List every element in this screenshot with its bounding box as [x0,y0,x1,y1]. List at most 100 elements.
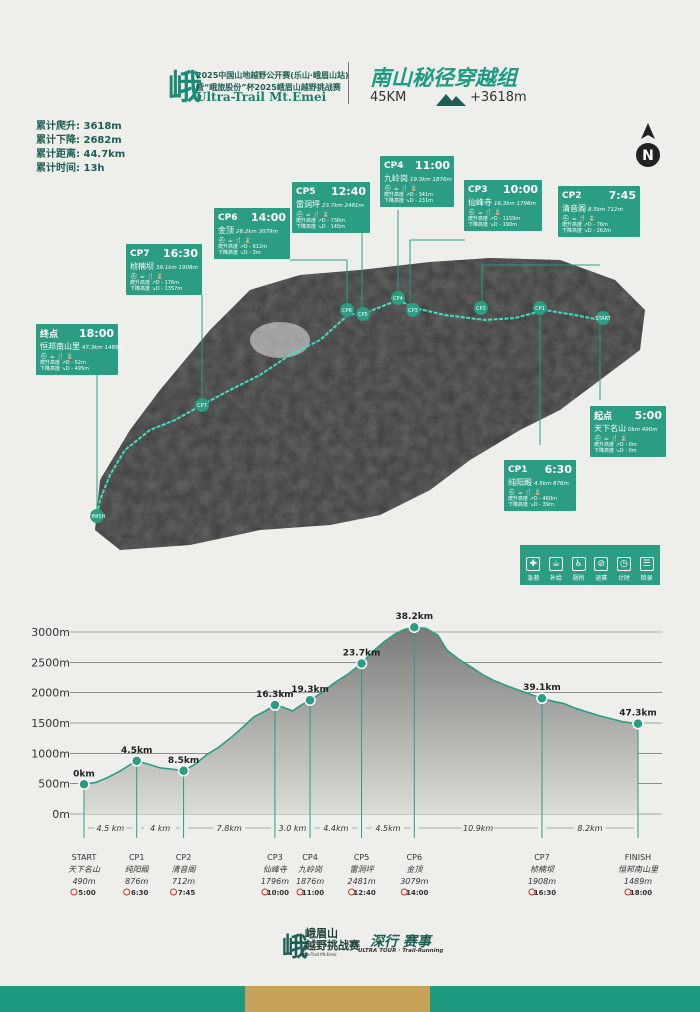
cp-marker-dot [632,717,644,730]
cp-time-label: 14:00 [406,889,428,897]
cp-name: CP3 [468,184,488,195]
cp-service-icons: ⛑ ☕ 🍴 ⌛ [296,211,330,218]
toilet-icon: ♿ [571,557,586,571]
cp-dist: 47.3km 1489m [82,345,124,351]
cp-name: CP7 [130,248,150,259]
cp-dist: 4.5km 876m [534,481,569,487]
cp-ascent: 爬升高度 ↗D - 460m [508,496,558,502]
pin-cp4: CP4 [391,291,405,305]
cp-ascent: 爬升高度 ↗D - 1159m [468,216,521,222]
legend-item: ☕ 补给 [548,557,563,582]
legend-label: 补给 [549,575,562,582]
cp-time-label: 6:30 [131,889,149,897]
cp-altitude-label: 712m [172,877,195,886]
cp-altitude-label: 1489m [624,877,652,886]
header: 峨 2025中国山地越野公开赛(乐山·峨眉山站) 暨“峨旅股份”杯2025峨眉山… [0,58,700,108]
segment-label-bg [371,821,404,833]
cp-descent: 下降高度 ↘D - 3m [218,250,261,256]
cp-service-icons: ⛑ ☕ 🍴 ⌛ [130,273,164,280]
pin-cp7: CP7 [195,398,209,412]
segment-distance-label: 7.8km [217,824,242,833]
cp-card-cp5: CP5 12:40 雷洞坪 23.7km 2481m ⛑ ☕ 🍴 ⌛ 爬升高度 ↗D… [292,182,370,233]
svg-text:FINISH: FINISH [89,514,106,520]
clock-icon [296,888,304,896]
cp-card-cp2: CP2 7:45 清音阁 8.5km 712m ⛑ ☕ 🍴 ⌛ 爬升高度 ↗D - … [558,186,640,237]
cp-service-icons: ⛑ ☕ 🍴 ⌛ [468,209,502,216]
pin-cp1: CP1 [533,301,547,315]
clock-icon [348,888,356,896]
cp-time-label: 18:00 [630,889,652,897]
cp-place-label: 仙峰寺 [263,865,288,874]
cp-card-cp1: CP1 6:30 纯阳殿 4.5km 876m ⛑ ☕ 🍴 ⌛ 爬升高度 ↗D - … [504,460,576,511]
cp-card-cp3: CP3 10:00 仙峰寺 16.3km 1796m ⛑ ☕ 🍴 ⌛ 爬升高度 ↗D… [464,180,542,231]
cp-altitude-label: 876m [125,877,148,886]
footer-logo-ultratour-sub: ULTRA TOUR · Trail-Running [358,948,444,954]
y-tick-label: 0m [52,808,70,821]
cp-place-label: 清音阁 [172,865,197,874]
cp-descent: 下降高度 ↘D - 262m [562,228,612,234]
cp-service-icons: ⛑ ☕ 🍴 ⌛ [594,435,628,442]
cp-time-label: 10:00 [267,889,289,897]
cp-marker-dot [177,765,190,777]
cp-time: 14:00 [250,211,286,224]
cp-descent: 下降高度 ↘D - 495m [40,366,90,372]
segment-label-bg [144,821,177,833]
pin-cp3: CP3 [406,303,420,317]
cp-place-label: 天下名山 [68,865,101,874]
cp-code-label: CP4 [302,853,318,862]
event-logo: 峨 [168,68,202,108]
cp-code-label: CP6 [407,853,423,862]
clock-icon [123,888,131,896]
cp-descent: 下降高度 ↘D - 1357m [130,286,183,292]
cp-code-label: FINISH [625,853,651,862]
mountain-icon [436,94,466,106]
cp-place-label: 纯阳殿 [125,865,150,874]
stat-ascent: 累计爬升: 3618m [36,121,122,132]
cp-service-icons: ⛑ ☕ 🍴 ⌛ [218,237,252,244]
cp-place-label: 九岭岗 [298,865,323,874]
cp-altitude-label: 1796m [261,877,289,886]
cp-dist: 0km 490m [628,427,658,433]
north-arrow-icon: N [636,123,660,167]
cp-time: 10:00 [502,183,538,196]
cp-card-cp6: CP6 14:00 金顶 28.2km 3079m ⛑ ☕ 🍴 ⌛ 爬升高度 ↗D … [214,208,290,259]
footer-logo-ultratour: 深行 赛事 [370,934,431,950]
cp-place: 清音阁 [562,204,586,213]
cp-place: 金顶 [218,226,234,235]
cp-code-label: START [72,853,97,862]
cp-card-cp4: CP4 11:00 九岭岗 19.3km 1876m ⛑ ☕ 🍴 ⌛ 爬升高度 ↗D… [380,156,454,207]
pin-cp2: CP2 [474,301,488,315]
cp-descent: 下降高度 ↘D - 0m [594,448,637,454]
cp-place-label: 金顶 [406,865,424,874]
cp-place: 雷洞坪 [296,200,320,209]
retire-icon: ⊘ [594,557,609,571]
cp-marker-dot [355,657,368,670]
svg-text:CP1: CP1 [535,306,545,312]
cp-marker-dot [304,694,316,706]
segment-label-bg [276,821,309,833]
route-stats: 累计爬升: 3618m 累计下降: 2682m 累计距离: 44.7km 累计时… [36,120,125,176]
cp-time: 6:30 [544,463,572,476]
cp-descent: 下降高度 ↘D - 231m [384,198,434,204]
cp-ascent: 爬升高度 ↗D - 76m [562,222,608,228]
pin-cp6: CP6 [340,303,354,317]
cloud [250,322,310,358]
footer-logo-emei-line1: 峨眉山 [305,927,338,940]
cp-time: 16:30 [162,247,198,260]
clock-icon [170,888,178,896]
clock-icon [400,888,408,896]
y-tick-label: 2500m [31,656,70,669]
cp-time-label: 12:40 [353,889,375,897]
cp-descent: 下降高度 ↘D - 39m [508,502,554,508]
cp-code-label: CP3 [267,853,283,862]
cp-card-finish: 终点 18:00 恒邦南山里 47.3km 1489m ⛑ ☕ 🍴 ⌛ 爬升高度 ↗… [36,324,124,375]
svg-text:CP4: CP4 [393,296,403,302]
svg-text:CP7: CP7 [197,403,207,409]
event-title-line2: 暨“峨旅股份”杯2025峨眉山越野挑战赛 [196,83,341,92]
cp-service-icons: ⛑ ☕ 🍴 ⌛ [40,353,74,360]
cp-name: CP6 [218,212,238,223]
cp-dist: 39.1km 1908m [156,265,198,271]
cp-marker-dot [269,699,281,711]
segment-distance-label: 3.0 km [279,824,307,833]
cp-distance-label: 8.5km [168,756,199,766]
